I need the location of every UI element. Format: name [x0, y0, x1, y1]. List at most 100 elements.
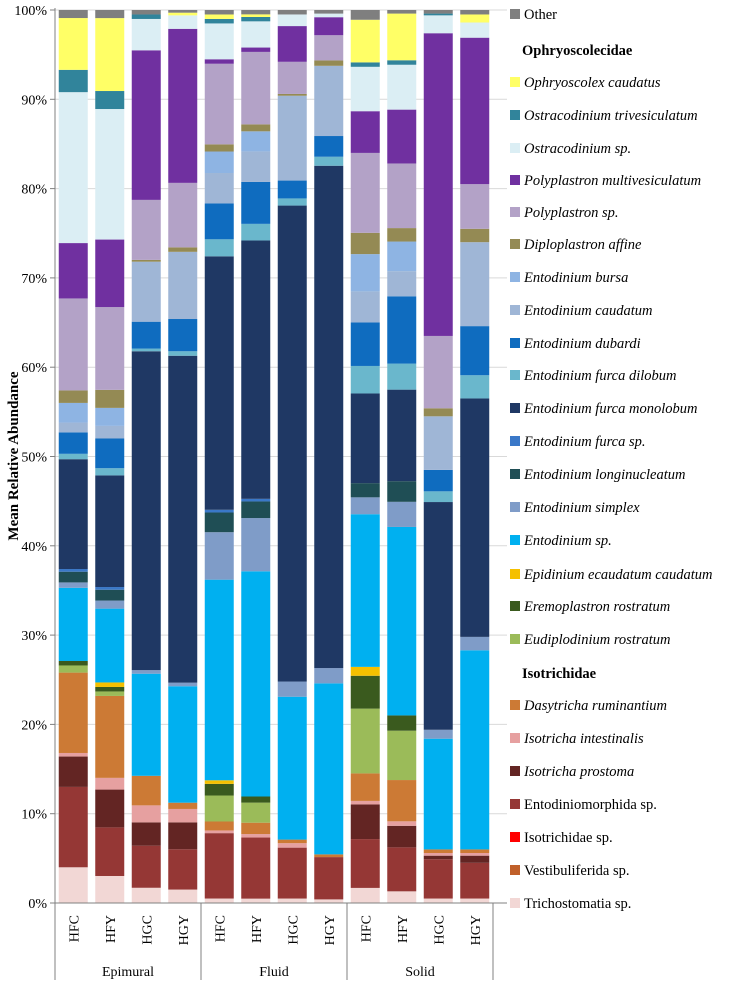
bar-segment-ost_sp: [204, 23, 234, 60]
bar-segment-dip_affine: [387, 228, 417, 242]
bar-segment-ent_fm: [387, 389, 417, 482]
legend-label: Entodinium furca sp.: [523, 434, 646, 450]
bar-segment-dip_affine: [460, 228, 490, 243]
bar-segment-other: [241, 10, 271, 15]
bar-segment-das_rum: [460, 849, 490, 853]
bar-stack-solid-hgc: [423, 10, 453, 903]
bar-segment-ost_sp: [58, 92, 88, 244]
y-tick-label: 20%: [21, 718, 47, 733]
bar-segment-entodiniomorphida: [460, 862, 490, 899]
bar-segment-trichostomatia: [314, 899, 344, 903]
bar-segment-trichostomatia: [423, 898, 453, 903]
bar-segment-ent_simplex: [204, 532, 234, 580]
bar-segment-ent_caudatum: [131, 261, 161, 322]
bar-segment-ent_fm: [204, 256, 234, 510]
legend-label: Entodiniomorphida sp.: [524, 797, 657, 813]
bar-segment-poly_multi: [277, 26, 307, 62]
legend-label: Diploplastron affine: [523, 237, 642, 253]
y-tick-label: 90%: [21, 93, 47, 108]
bar-segment-entodiniomorphida: [95, 827, 125, 876]
legend-item-trichostomatia: Trichostomatia sp.: [510, 896, 631, 912]
legend-swatch: [510, 207, 520, 217]
legend-swatch: [510, 535, 520, 545]
legend-item-iso_pros: Isotricha prostoma: [510, 764, 634, 780]
bar-segment-ent_caudatum: [350, 291, 380, 323]
bar-segment-poly_multi: [95, 239, 125, 308]
bar-segment-ent_sp: [314, 683, 344, 855]
bar-segment-das_rum: [350, 773, 380, 801]
legend-swatch: [510, 77, 520, 87]
legend-item-das_rum: Dasytricha ruminantium: [510, 698, 667, 714]
bar-segment-eud_rost: [95, 691, 125, 696]
bar-segment-poly_sp: [350, 152, 380, 233]
legend-item-dip_affine: Diploplastron affine: [510, 237, 642, 253]
bar-segment-ent_fd: [350, 365, 380, 394]
bar-segment-ent_fsp: [241, 498, 271, 502]
bar-segment-epi_ecaud: [204, 780, 234, 784]
bar-stack-solid-hgy: [460, 10, 490, 903]
bar-segment-eud_rost: [350, 708, 380, 774]
x-tick-label: HFC: [213, 915, 228, 942]
bar-segment-trichostomatia: [387, 891, 417, 903]
bar-segment-das_rum: [131, 775, 161, 806]
bar-segment-ent_bursa: [95, 407, 125, 426]
bar-segment-dip_affine: [350, 232, 380, 255]
bar-segment-dip_affine: [58, 390, 88, 403]
y-tick-label: 40%: [21, 540, 47, 555]
legend-swatch: [510, 700, 520, 710]
bar-segment-trichostomatia: [131, 887, 161, 903]
bar-segment-iso_int: [350, 800, 380, 805]
legend-item-ent_long: Entodinium longinucleatum: [510, 467, 686, 483]
bar-segment-entodiniomorphida: [277, 847, 307, 899]
bar-segment-poly_multi: [314, 17, 344, 36]
bar-segment-das_rum: [423, 849, 453, 853]
bar-segment-ent_dubardi: [277, 180, 307, 199]
bar-segment-ost_sp: [350, 66, 380, 112]
bar-segment-oph_caudatus: [95, 18, 125, 92]
bar-segment-iso_pros: [423, 855, 453, 860]
bar-segment-das_rum: [204, 821, 234, 831]
bar-segment-iso_int: [241, 834, 271, 838]
x-tick-label: HGC: [140, 915, 155, 945]
legend-swatch: [510, 469, 520, 479]
legend-label: Entodinium furca monolobum: [523, 401, 697, 417]
bar-segment-ent_fd: [314, 156, 344, 166]
bar-segment-ost_sp: [423, 15, 453, 34]
legend: Other Ophryoscolecidae Ophryoscolex caudat…: [510, 7, 712, 912]
legend-item-ost_triv: Ostracodinium trivesiculatum: [510, 108, 698, 124]
legend-label: Trichostomatia sp.: [524, 896, 631, 912]
legend-label: Entodinium longinucleatum: [523, 467, 686, 483]
bar-stack-epimural-hgc: [131, 10, 161, 903]
bar-segment-epi_ecaud: [95, 682, 125, 687]
bar-segment-ent_simplex: [131, 670, 161, 674]
bar-segment-entodiniomorphida: [423, 859, 453, 899]
bar-segment-ent_bursa: [350, 254, 380, 292]
y-tick-label: 0%: [28, 897, 47, 912]
bar-segment-ent_simplex: [460, 636, 490, 651]
group-label-fluid: Fluid: [259, 965, 289, 980]
bar-segment-poly_sp: [277, 61, 307, 94]
bar-segment-ent_simplex: [387, 501, 417, 527]
bar-segment-other: [95, 10, 125, 19]
bar-segment-dip_affine: [314, 60, 344, 66]
bar-stacks: [58, 10, 490, 903]
legend-label: Isotricha intestinalis: [523, 731, 644, 747]
bar-segment-ent_dubardi: [350, 322, 380, 366]
legend-item-epi_ecaud: Epidinium ecaudatum caudatum: [510, 567, 712, 583]
bar-segment-ent_sp: [423, 738, 453, 850]
bar-segment-oph_caudatus: [204, 14, 234, 19]
bar-segment-ent_caudatum: [423, 416, 453, 470]
bar-segment-entodiniomorphida: [350, 839, 380, 888]
bar-segment-ost_sp: [131, 18, 161, 51]
bar-segment-poly_sp: [387, 163, 417, 229]
legend-label: Entodinium simplex: [523, 500, 640, 516]
bar-segment-ent_simplex: [350, 497, 380, 515]
y-tick-label: 100%: [14, 4, 47, 19]
bar-segment-oph_caudatus: [460, 14, 490, 23]
bar-segment-ent_fd: [460, 375, 490, 399]
bar-segment-iso_int: [460, 852, 490, 856]
bar-segment-poly_sp: [314, 35, 344, 61]
bar-segment-ent_bursa: [387, 241, 417, 272]
bar-segment-other: [131, 10, 161, 15]
bar-segment-iso_pros: [387, 825, 417, 848]
